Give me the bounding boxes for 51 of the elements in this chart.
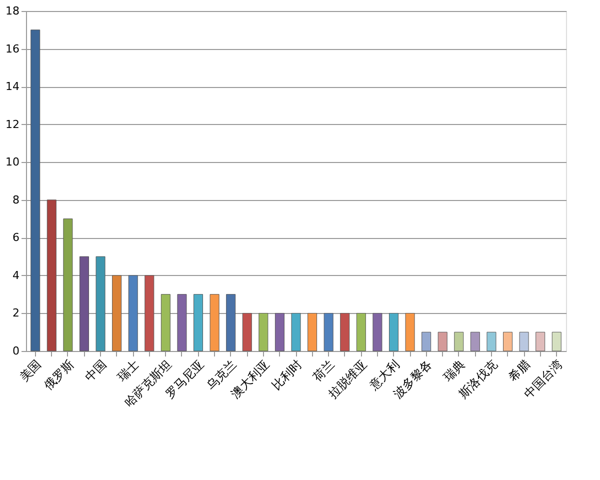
bar xyxy=(46,200,56,352)
x-tick-label: 比利时 xyxy=(269,357,304,392)
y-tick-label: 14 xyxy=(6,80,20,94)
y-tick-label: 2 xyxy=(12,306,20,320)
y-tick-label: 16 xyxy=(6,42,20,56)
bar xyxy=(112,275,122,352)
bar xyxy=(63,218,73,352)
y-tick-label: 12 xyxy=(6,118,20,131)
y-tick-label: 18 xyxy=(6,4,20,18)
bar xyxy=(503,332,513,352)
bar xyxy=(144,275,154,352)
bar xyxy=(226,294,236,352)
bar xyxy=(519,332,529,352)
bar xyxy=(422,332,432,352)
bar xyxy=(194,294,204,352)
bar xyxy=(486,332,496,352)
bar xyxy=(405,312,415,352)
bar xyxy=(536,332,546,352)
bar xyxy=(552,332,562,352)
bar xyxy=(454,332,464,352)
bar xyxy=(470,332,480,352)
bar xyxy=(128,275,138,352)
bar xyxy=(438,332,448,352)
bar xyxy=(308,312,318,352)
bar xyxy=(210,294,220,352)
bar xyxy=(324,312,334,352)
x-tick-label: 俄罗斯 xyxy=(41,357,76,392)
bar xyxy=(96,256,106,352)
y-tick-label: 8 xyxy=(12,193,20,206)
bar xyxy=(177,294,187,352)
bar xyxy=(274,312,284,352)
bar xyxy=(258,312,268,352)
bar xyxy=(160,294,170,352)
bar xyxy=(372,312,382,352)
x-tick-label: 瑞典 xyxy=(440,357,468,384)
y-tick-label: 0 xyxy=(12,344,20,358)
bar xyxy=(242,312,252,352)
bar xyxy=(340,312,350,352)
bar xyxy=(388,312,398,352)
bar xyxy=(79,256,89,352)
y-tick-label: 4 xyxy=(12,268,20,282)
bar xyxy=(30,30,40,352)
x-tick-label: 瑞士 xyxy=(114,357,142,384)
x-tick-label: 美国 xyxy=(16,357,44,384)
x-tick-label: 荷兰 xyxy=(310,357,338,384)
y-tick-label: 6 xyxy=(12,231,20,244)
bar xyxy=(356,312,366,352)
x-tick-label: 中国 xyxy=(82,357,110,384)
x-tick-label: 希腊 xyxy=(506,357,533,384)
bar xyxy=(291,312,301,352)
y-tick-label: 10 xyxy=(6,156,20,169)
